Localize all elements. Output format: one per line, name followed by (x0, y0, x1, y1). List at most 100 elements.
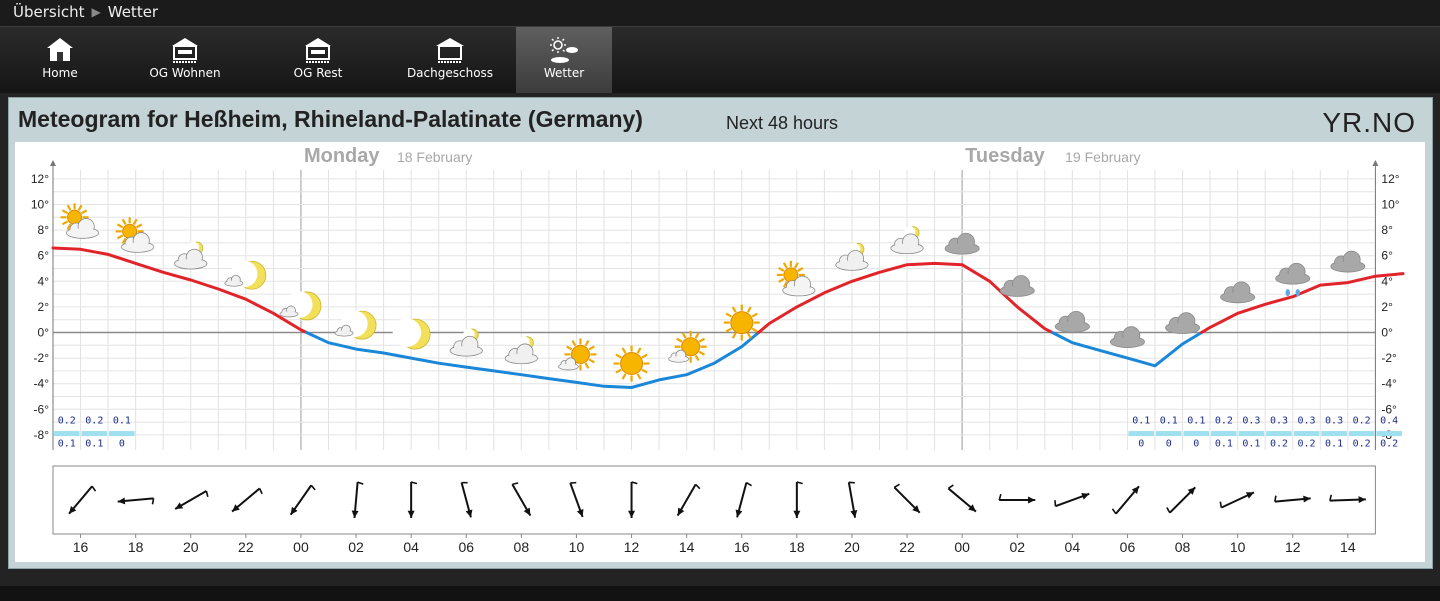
axis-arrow-icon (1372, 160, 1379, 166)
y-tick-label-left: 4° (38, 274, 50, 288)
partly-cloudy-day-icon (60, 203, 100, 239)
cloudy-icon (1220, 281, 1256, 304)
sun-ray (731, 306, 737, 313)
tab-og-wohnen[interactable]: OG Wohnen (137, 27, 233, 93)
house-floor-icon (172, 38, 198, 63)
wind-arrow-icon (174, 490, 209, 510)
y-tick-label-right: 4° (1381, 274, 1393, 288)
y-tick-label-right: 2° (1381, 300, 1393, 314)
wind-arrow-icon (407, 481, 418, 518)
precipitation-label-top: 0.3 (1325, 415, 1343, 426)
cloud-part (783, 286, 815, 295)
partly-cloudy-day-icon (115, 217, 155, 253)
tab-label: OG Rest (293, 66, 343, 80)
sun-ray (61, 220, 69, 226)
axis-arrow-icon (50, 160, 56, 166)
day-label: Monday (304, 145, 380, 167)
sun-ray (588, 358, 595, 364)
precipitation-bar (1238, 431, 1265, 437)
moon-shadow (392, 318, 422, 347)
y-tick-label-right: -6° (1381, 402, 1397, 416)
sun-ray (584, 340, 590, 347)
precipitation-label-bottom: 0.1 (58, 438, 76, 449)
temperature-line-positive (757, 261, 1054, 334)
y-tick-label-left: 6° (38, 249, 50, 263)
top-bar: Übersicht ▶ Wetter (0, 0, 1440, 26)
cloud-part (1276, 273, 1309, 284)
cloud-rain-icon (1275, 262, 1311, 297)
precipitation-label-top: 0.1 (1132, 415, 1150, 426)
cloud-part (1001, 285, 1034, 296)
cloudy-icon (1165, 312, 1201, 334)
tab-wetter[interactable]: Wetter (516, 27, 612, 93)
x-tick-label: 04 (403, 539, 419, 555)
day-date-label: 19 February (1065, 149, 1140, 165)
wind-arrow-icon (628, 481, 638, 518)
precipitation-label-bottom: 0.2 (1380, 438, 1398, 449)
wind-head (1245, 492, 1254, 499)
tab-label: Wetter (543, 66, 585, 80)
cloud-part (1331, 261, 1364, 272)
sun-ray (782, 262, 788, 269)
meteogram-panel: Meteogram for Heßheim, Rhineland-Palatin… (8, 97, 1433, 569)
precipitation-label-bottom: 0.2 (1270, 438, 1288, 449)
wind-barb (631, 481, 638, 485)
y-tick-label-right: 0° (1381, 326, 1393, 340)
home-icon (47, 38, 73, 61)
partly-cloudy-day-icon (776, 260, 816, 297)
y-tick-label-left: -6° (34, 402, 50, 416)
cloudy-icon (944, 232, 980, 255)
yr-logo[interactable]: YR.NO (1322, 107, 1416, 138)
sun-ray (676, 337, 683, 343)
cloud-part (1221, 292, 1254, 302)
sun-ray (116, 234, 124, 240)
sun-icon (723, 304, 760, 341)
precipitation-label-top: 0.3 (1270, 415, 1288, 426)
precipitation-bar (1211, 431, 1237, 437)
moon-small-cloud-icon (224, 260, 267, 290)
sun-ray (698, 350, 706, 356)
wind-head (523, 507, 531, 516)
temperature-line-positive (51, 246, 308, 334)
wind-barb (893, 483, 900, 488)
wind-arrow-icon (1329, 494, 1366, 504)
cloudy-icon (1330, 250, 1366, 273)
x-tick-label: 20 (844, 539, 860, 555)
wind-barb (746, 481, 752, 487)
precipitation-label-top: 0.1 (1160, 415, 1178, 426)
house-roof-icon (436, 38, 464, 63)
wind-head (68, 506, 77, 514)
tab-og-rest[interactable]: OG Rest (270, 27, 366, 93)
sun-ray (571, 340, 577, 347)
x-tick-label: 20 (183, 539, 199, 555)
precipitation-label-bottom: 0 (1193, 438, 1199, 449)
x-tick-label: 12 (624, 539, 640, 555)
sun-ray (793, 262, 799, 269)
breadcrumb-overview[interactable]: Übersicht (13, 3, 85, 21)
x-tick-label: 02 (348, 539, 364, 555)
cloud-part (891, 243, 923, 253)
wind-arrow-icon (511, 482, 532, 517)
tab-dachgeschoss[interactable]: Dachgeschoss (402, 27, 498, 93)
cloudy-icon (1054, 310, 1090, 333)
wind-arrow-icon (947, 484, 977, 513)
precipitation-label-top: 0.1 (1187, 415, 1205, 426)
wind-barb (947, 484, 954, 490)
temperature-line-negative (1050, 331, 1204, 368)
sun-ray (725, 327, 732, 333)
wind-arrow-icon (1111, 485, 1140, 515)
wind-barb (796, 481, 803, 485)
wind-head (1187, 487, 1196, 495)
x-tick-label: 18 (128, 539, 144, 555)
tab-home[interactable]: Home (12, 27, 108, 93)
sun-ray (746, 332, 752, 339)
cloud-moon-icon (449, 328, 483, 357)
cloud-moon-icon (835, 242, 869, 271)
cloud-part (669, 356, 689, 362)
wind-arrow-icon (68, 485, 97, 515)
wind-arrow-icon (998, 494, 1036, 504)
x-tick-label: 16 (73, 539, 89, 555)
sun-small-cloud-icon (668, 330, 707, 363)
day-label: Tuesday (965, 145, 1046, 167)
cloud-part (946, 243, 979, 254)
